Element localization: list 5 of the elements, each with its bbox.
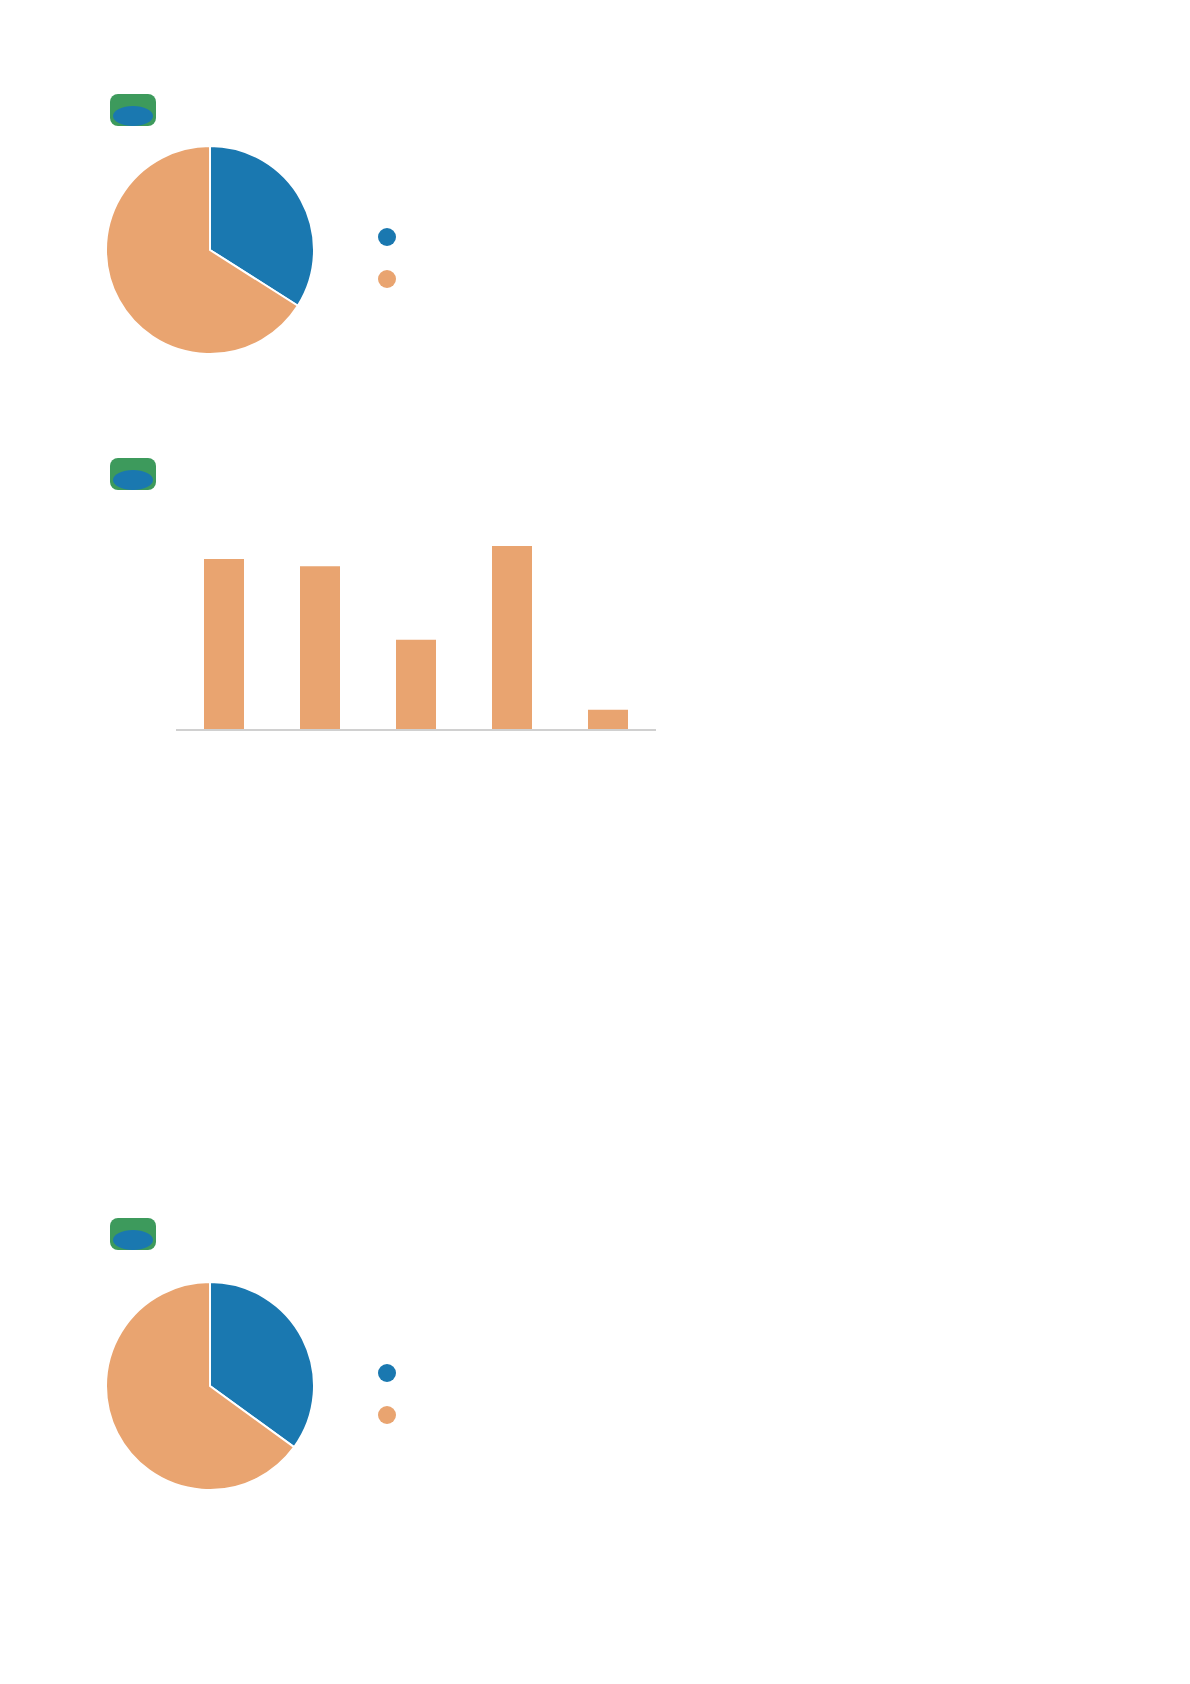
- bar: [492, 546, 532, 730]
- bar: [396, 639, 436, 730]
- bar: [204, 558, 244, 730]
- bar: [588, 709, 628, 730]
- bar: [300, 566, 340, 730]
